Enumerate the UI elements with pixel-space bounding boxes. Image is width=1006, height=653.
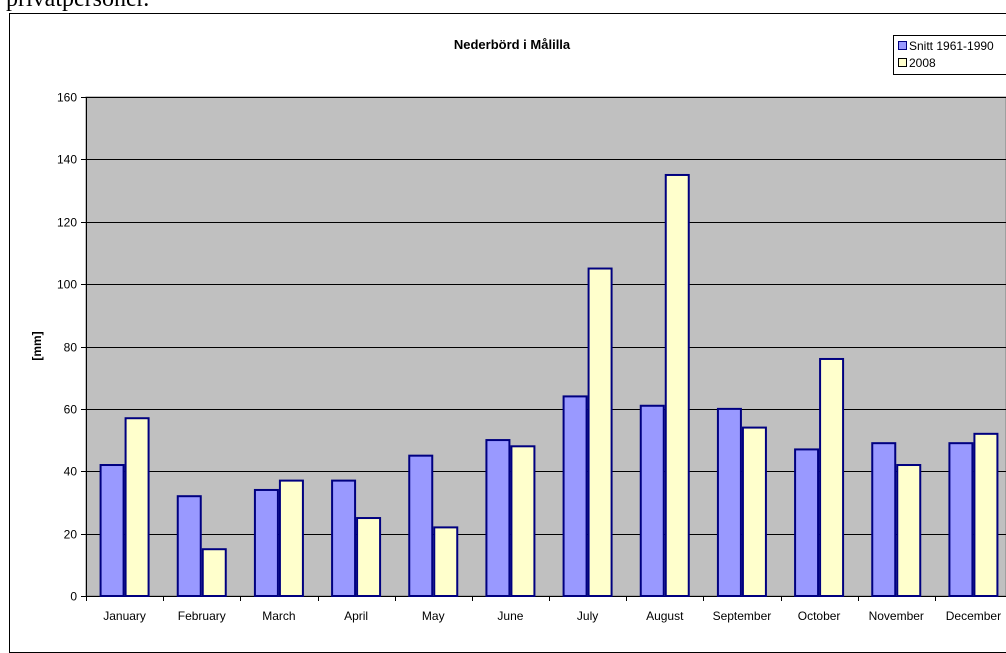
x-tick-label: November: [869, 609, 924, 623]
y-tick-label: 40: [64, 465, 78, 479]
y-axis-label: [mm]: [30, 331, 44, 360]
bar-2008: [664, 173, 690, 597]
y-tick-label: 60: [64, 403, 78, 417]
x-tick-label: March: [262, 609, 295, 623]
y-tick-label: 20: [64, 528, 78, 542]
bar-snitt: [331, 479, 357, 598]
bar-2008: [973, 432, 999, 598]
bar-2008: [896, 464, 922, 598]
bar-2008: [510, 445, 536, 597]
bar-snitt: [408, 454, 434, 597]
legend-swatch-snitt: [898, 41, 907, 51]
bar-2008: [587, 267, 613, 597]
legend-item-snitt: Snitt 1961-1990: [898, 38, 994, 54]
bar-2008: [278, 479, 304, 598]
legend-label-snitt: Snitt 1961-1990: [909, 39, 994, 53]
x-tick-label: April: [344, 609, 368, 623]
bar-2008: [741, 426, 767, 597]
y-tick-label: 120: [57, 216, 77, 230]
legend-item-2008: 2008: [898, 55, 936, 71]
bar-2008: [201, 548, 227, 597]
x-tick-label: August: [646, 609, 684, 623]
y-tick-label: 160: [57, 91, 77, 105]
chart-legend: Snitt 1961-1990 2008: [893, 35, 1006, 75]
nederbord-bar-chart: 0 20 40 60 80 100 120 140 160 January February Marc…: [30, 37, 1006, 623]
x-tick-label: May: [422, 609, 445, 623]
bar-snitt: [485, 439, 511, 597]
y-tick-label: 100: [57, 278, 77, 292]
x-tick-label: June: [497, 609, 523, 623]
x-tick-label: October: [798, 609, 841, 623]
x-tick-label: December: [946, 609, 1001, 623]
bar-snitt: [639, 404, 665, 597]
bar-2008: [356, 517, 382, 597]
bar-snitt: [99, 464, 125, 598]
x-tick-label: September: [713, 609, 772, 623]
y-tick-label: 140: [57, 153, 77, 167]
plot-area: [85, 96, 1006, 597]
bar-snitt: [562, 395, 588, 597]
x-tick-label: February: [178, 609, 226, 623]
legend-label-2008: 2008: [909, 56, 936, 70]
bar-snitt: [253, 488, 279, 597]
bar-2008: [433, 526, 459, 598]
bar-snitt: [176, 495, 202, 598]
y-tick-label: 80: [64, 341, 78, 355]
bar-2008: [124, 417, 150, 598]
bar-snitt: [794, 448, 820, 598]
x-tick-label: January: [103, 609, 146, 623]
bar-2008: [819, 357, 845, 597]
bar-snitt: [948, 442, 974, 597]
chart-title: Nederbörd i Målilla: [454, 37, 571, 52]
y-tick-label: 0: [70, 590, 77, 604]
document-text: privatpersoner.: [6, 0, 149, 13]
x-tick-label: July: [577, 609, 598, 623]
bar-snitt: [871, 442, 897, 597]
legend-swatch-2008: [898, 58, 907, 68]
bar-snitt: [716, 407, 742, 597]
